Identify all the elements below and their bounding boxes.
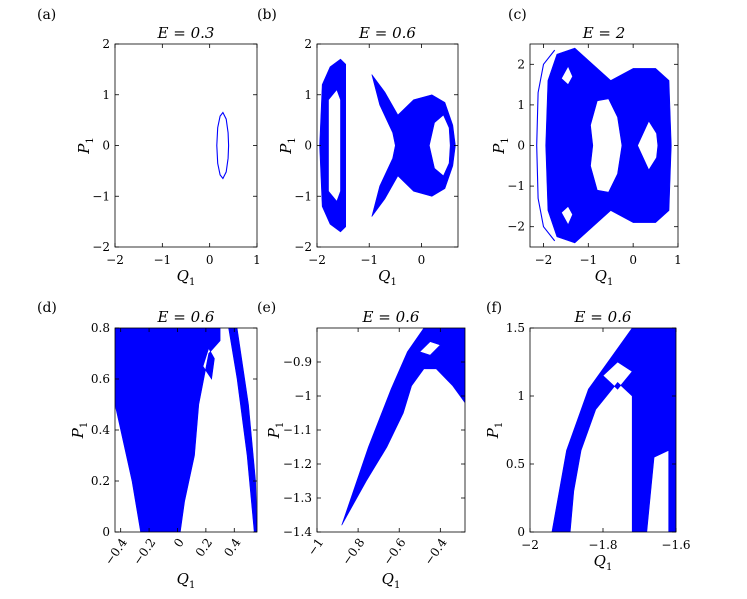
chart-title: E = 0.6 bbox=[157, 308, 215, 326]
x-tick-label: −2 bbox=[535, 253, 553, 267]
data-layer bbox=[216, 111, 230, 180]
y-axis-label: P1 bbox=[490, 137, 511, 154]
poincare-section-region bbox=[319, 58, 456, 233]
x-tick-label: −1 bbox=[305, 536, 327, 559]
poincare-section-region bbox=[341, 328, 465, 526]
data-layer bbox=[319, 58, 456, 233]
poincare-section-curve bbox=[216, 111, 230, 180]
chart-title: E = 0.6 bbox=[362, 308, 420, 326]
poincare-section-region bbox=[551, 328, 676, 532]
panel-a: −2 −1 0 1 −2 −1 0 1 2 E = 0.3 Q1 P1 (a) bbox=[37, 7, 261, 288]
x-tick-label: 0.4 bbox=[221, 535, 244, 559]
panel-label: (c) bbox=[508, 7, 527, 23]
y-tick-label: 0.4 bbox=[91, 423, 110, 437]
x-axis-label: Q1 bbox=[594, 552, 613, 573]
panel-c: −2 −1 0 1 −2 −1 0 1 2 E = 2 Q1 P1 (c) bbox=[490, 7, 682, 288]
y-tick-label: −1 bbox=[507, 179, 525, 193]
x-tick-label: −1 bbox=[579, 253, 597, 267]
chart-title: E = 0.3 bbox=[157, 24, 215, 42]
y-tick-label: −0.9 bbox=[283, 355, 312, 369]
x-tick-label: 0 bbox=[418, 253, 426, 267]
y-tick-label: −2 bbox=[507, 220, 525, 234]
x-tick-label: −2 bbox=[308, 253, 326, 267]
y-tick-label: 1 bbox=[517, 389, 525, 403]
panel-d: −0.4 −0.2 0 0.2 0.4 0 0.2 0.4 0.6 0.8 E = 0.6 Q1 P1 (… bbox=[37, 300, 258, 591]
y-tick-label: −1 bbox=[294, 389, 312, 403]
y-tick-label: −1.1 bbox=[283, 423, 312, 437]
x-tick-label: −0.8 bbox=[339, 536, 367, 568]
x-tick-label: 1 bbox=[253, 253, 261, 267]
y-axis-label: P1 bbox=[69, 422, 90, 439]
y-tick-label: −1 bbox=[294, 189, 312, 203]
y-tick-label: 0.2 bbox=[91, 474, 110, 488]
y-tick-label: −1.2 bbox=[283, 457, 312, 471]
y-axis-label: P1 bbox=[75, 137, 96, 154]
y-tick-label: 2 bbox=[517, 57, 525, 71]
y-tick-label: 0 bbox=[304, 139, 312, 153]
x-tick-label: −1 bbox=[360, 253, 378, 267]
x-tick-label: 0 bbox=[171, 536, 187, 550]
x-axis-label: Q1 bbox=[382, 570, 401, 591]
y-tick-label: 0.8 bbox=[91, 321, 110, 335]
y-tick-label: 2 bbox=[304, 37, 312, 51]
data-layer bbox=[536, 47, 672, 244]
data-layer bbox=[341, 328, 465, 526]
x-tick-label: −0.4 bbox=[421, 535, 449, 567]
axes-box bbox=[114, 43, 258, 248]
panel-b: −2 −1 0 −2 −1 0 1 2 E = 0.6 Q1 P1 (b) bbox=[257, 7, 459, 288]
poincare-section-region bbox=[545, 47, 672, 244]
poincare-section-curve bbox=[536, 49, 556, 146]
panel-label: (f) bbox=[486, 300, 502, 316]
x-axis-label: Q1 bbox=[595, 267, 614, 288]
x-tick-label: −1 bbox=[153, 253, 171, 267]
y-tick-label: −1 bbox=[92, 189, 110, 203]
panel-f: −2 −1.8 −1.6 0 0.5 1 1.5 E = 0.6 Q1 P1 (f) bbox=[484, 300, 691, 573]
y-tick-label: 1 bbox=[304, 88, 312, 102]
x-tick-label: −1.6 bbox=[661, 538, 690, 552]
poincare-section-region bbox=[115, 328, 257, 532]
y-tick-label: 0 bbox=[102, 525, 110, 539]
panel-label: (d) bbox=[37, 300, 57, 316]
x-tick-label: 0 bbox=[206, 253, 214, 267]
y-tick-label: 1 bbox=[517, 98, 525, 112]
y-tick-label: 0.6 bbox=[91, 372, 110, 386]
y-tick-label: 0.5 bbox=[506, 457, 525, 471]
panel-label: (b) bbox=[257, 7, 277, 23]
y-tick-label: −1.3 bbox=[283, 491, 312, 505]
y-tick-label: −2 bbox=[294, 240, 312, 254]
x-tick-label: −0.4 bbox=[102, 535, 130, 567]
x-tick-label: −0.2 bbox=[130, 536, 158, 568]
y-tick-label: 2 bbox=[102, 37, 110, 51]
x-tick-label: 1 bbox=[674, 253, 682, 267]
x-tick-label: −0.6 bbox=[380, 536, 408, 568]
y-tick-label: 0 bbox=[102, 139, 110, 153]
data-layer bbox=[551, 328, 676, 532]
panel-label: (a) bbox=[37, 7, 56, 23]
x-axis-label: Q1 bbox=[378, 267, 397, 288]
y-axis-label: P1 bbox=[484, 422, 505, 439]
y-tick-label: −1.4 bbox=[283, 525, 313, 539]
x-tick-label: −2 bbox=[106, 253, 124, 267]
y-tick-label: 1.5 bbox=[506, 321, 525, 335]
chart-title: E = 0.6 bbox=[574, 308, 632, 326]
panel-label: (e) bbox=[257, 300, 276, 316]
y-tick-label: 0 bbox=[517, 525, 525, 539]
x-tick-label: 0.2 bbox=[193, 536, 215, 560]
chart-title: E = 2 bbox=[582, 24, 626, 42]
data-layer bbox=[115, 328, 257, 532]
x-axis-label: Q1 bbox=[177, 267, 196, 288]
x-tick-label: −2 bbox=[521, 538, 539, 552]
x-axis-label: Q1 bbox=[177, 570, 196, 591]
x-tick-label: −1.8 bbox=[588, 538, 617, 552]
x-tick-label: 0 bbox=[629, 253, 637, 267]
chart-title: E = 0.6 bbox=[358, 24, 416, 42]
y-tick-label: 0 bbox=[517, 139, 525, 153]
panel-e: −1 −0.8 −0.6 −0.4 −1.4 −1.3 −1.2 −1.1 −1 −0.9 E = … bbox=[257, 300, 466, 591]
y-tick-label: 1 bbox=[102, 88, 110, 102]
y-tick-label: −2 bbox=[92, 240, 110, 254]
y-axis-label: P1 bbox=[265, 422, 286, 439]
poincare-section-curve bbox=[536, 145, 556, 242]
y-axis-label: P1 bbox=[277, 137, 298, 154]
